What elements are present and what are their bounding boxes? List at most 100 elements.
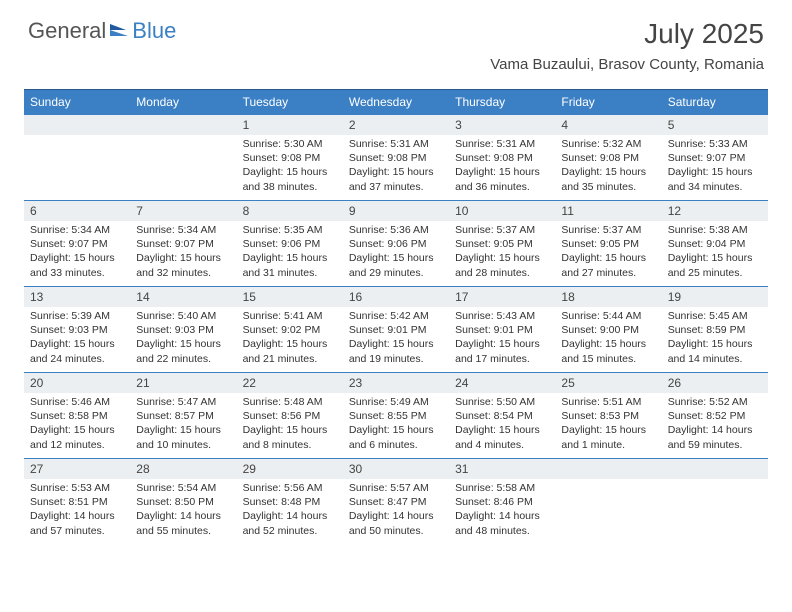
day-cell: 13Sunrise: 5:39 AMSunset: 9:03 PMDayligh… xyxy=(24,287,130,373)
day-number: 10 xyxy=(449,201,555,221)
day-cell: 26Sunrise: 5:52 AMSunset: 8:52 PMDayligh… xyxy=(662,373,768,459)
day-number: 20 xyxy=(24,373,130,393)
day-cell: 24Sunrise: 5:50 AMSunset: 8:54 PMDayligh… xyxy=(449,373,555,459)
day-number: 15 xyxy=(237,287,343,307)
weekday-header: Saturday xyxy=(662,90,768,115)
day-number: 4 xyxy=(555,115,661,135)
day-cell: 9Sunrise: 5:36 AMSunset: 9:06 PMDaylight… xyxy=(343,201,449,287)
day-number: 13 xyxy=(24,287,130,307)
day-cell: 4Sunrise: 5:32 AMSunset: 9:08 PMDaylight… xyxy=(555,115,661,201)
day-body: Sunrise: 5:51 AMSunset: 8:53 PMDaylight:… xyxy=(555,393,661,458)
day-number: 1 xyxy=(237,115,343,135)
day-cell: 19Sunrise: 5:45 AMSunset: 8:59 PMDayligh… xyxy=(662,287,768,373)
day-body: Sunrise: 5:30 AMSunset: 9:08 PMDaylight:… xyxy=(237,135,343,200)
day-cell: 10Sunrise: 5:37 AMSunset: 9:05 PMDayligh… xyxy=(449,201,555,287)
day-body: Sunrise: 5:42 AMSunset: 9:01 PMDaylight:… xyxy=(343,307,449,372)
logo: General Blue xyxy=(28,18,176,44)
day-body: Sunrise: 5:56 AMSunset: 8:48 PMDaylight:… xyxy=(237,479,343,544)
day-cell xyxy=(555,459,661,545)
weekday-header: Sunday xyxy=(24,90,130,115)
day-body: Sunrise: 5:43 AMSunset: 9:01 PMDaylight:… xyxy=(449,307,555,372)
empty-daynum xyxy=(662,459,768,479)
day-body: Sunrise: 5:37 AMSunset: 9:05 PMDaylight:… xyxy=(449,221,555,286)
calendar-table: SundayMondayTuesdayWednesdayThursdayFrid… xyxy=(24,89,768,545)
day-cell: 15Sunrise: 5:41 AMSunset: 9:02 PMDayligh… xyxy=(237,287,343,373)
day-number: 16 xyxy=(343,287,449,307)
day-cell: 20Sunrise: 5:46 AMSunset: 8:58 PMDayligh… xyxy=(24,373,130,459)
day-body: Sunrise: 5:58 AMSunset: 8:46 PMDaylight:… xyxy=(449,479,555,544)
day-number: 27 xyxy=(24,459,130,479)
day-body: Sunrise: 5:57 AMSunset: 8:47 PMDaylight:… xyxy=(343,479,449,544)
day-body: Sunrise: 5:40 AMSunset: 9:03 PMDaylight:… xyxy=(130,307,236,372)
day-number: 8 xyxy=(237,201,343,221)
day-body: Sunrise: 5:54 AMSunset: 8:50 PMDaylight:… xyxy=(130,479,236,544)
day-number: 25 xyxy=(555,373,661,393)
day-number: 14 xyxy=(130,287,236,307)
location: Vama Buzaului, Brasov County, Romania xyxy=(490,56,764,73)
day-cell: 30Sunrise: 5:57 AMSunset: 8:47 PMDayligh… xyxy=(343,459,449,545)
day-number: 24 xyxy=(449,373,555,393)
day-cell: 7Sunrise: 5:34 AMSunset: 9:07 PMDaylight… xyxy=(130,201,236,287)
logo-text-blue: Blue xyxy=(132,18,176,44)
day-body: Sunrise: 5:46 AMSunset: 8:58 PMDaylight:… xyxy=(24,393,130,458)
week-row: 27Sunrise: 5:53 AMSunset: 8:51 PMDayligh… xyxy=(24,459,768,545)
day-body: Sunrise: 5:48 AMSunset: 8:56 PMDaylight:… xyxy=(237,393,343,458)
day-number: 19 xyxy=(662,287,768,307)
day-cell: 29Sunrise: 5:56 AMSunset: 8:48 PMDayligh… xyxy=(237,459,343,545)
day-body: Sunrise: 5:47 AMSunset: 8:57 PMDaylight:… xyxy=(130,393,236,458)
week-row: 1Sunrise: 5:30 AMSunset: 9:08 PMDaylight… xyxy=(24,115,768,201)
day-number: 7 xyxy=(130,201,236,221)
day-cell: 5Sunrise: 5:33 AMSunset: 9:07 PMDaylight… xyxy=(662,115,768,201)
logo-flag-icon xyxy=(108,22,130,40)
day-number: 5 xyxy=(662,115,768,135)
day-body: Sunrise: 5:33 AMSunset: 9:07 PMDaylight:… xyxy=(662,135,768,200)
empty-daynum xyxy=(555,459,661,479)
day-body: Sunrise: 5:36 AMSunset: 9:06 PMDaylight:… xyxy=(343,221,449,286)
day-number: 2 xyxy=(343,115,449,135)
day-body: Sunrise: 5:34 AMSunset: 9:07 PMDaylight:… xyxy=(130,221,236,286)
day-body: Sunrise: 5:31 AMSunset: 9:08 PMDaylight:… xyxy=(343,135,449,200)
day-number: 12 xyxy=(662,201,768,221)
day-number: 3 xyxy=(449,115,555,135)
day-number: 22 xyxy=(237,373,343,393)
day-number: 31 xyxy=(449,459,555,479)
day-cell: 2Sunrise: 5:31 AMSunset: 9:08 PMDaylight… xyxy=(343,115,449,201)
week-row: 6Sunrise: 5:34 AMSunset: 9:07 PMDaylight… xyxy=(24,201,768,287)
day-body: Sunrise: 5:31 AMSunset: 9:08 PMDaylight:… xyxy=(449,135,555,200)
weekday-header-row: SundayMondayTuesdayWednesdayThursdayFrid… xyxy=(24,90,768,115)
empty-daynum xyxy=(130,115,236,135)
day-body: Sunrise: 5:44 AMSunset: 9:00 PMDaylight:… xyxy=(555,307,661,372)
weekday-header: Friday xyxy=(555,90,661,115)
day-cell: 28Sunrise: 5:54 AMSunset: 8:50 PMDayligh… xyxy=(130,459,236,545)
day-cell: 18Sunrise: 5:44 AMSunset: 9:00 PMDayligh… xyxy=(555,287,661,373)
day-cell: 3Sunrise: 5:31 AMSunset: 9:08 PMDaylight… xyxy=(449,115,555,201)
day-body: Sunrise: 5:35 AMSunset: 9:06 PMDaylight:… xyxy=(237,221,343,286)
day-number: 11 xyxy=(555,201,661,221)
day-body: Sunrise: 5:41 AMSunset: 9:02 PMDaylight:… xyxy=(237,307,343,372)
day-body: Sunrise: 5:38 AMSunset: 9:04 PMDaylight:… xyxy=(662,221,768,286)
day-cell xyxy=(24,115,130,201)
title-block: July 2025 Vama Buzaului, Brasov County, … xyxy=(490,18,764,73)
day-cell: 6Sunrise: 5:34 AMSunset: 9:07 PMDaylight… xyxy=(24,201,130,287)
day-cell xyxy=(662,459,768,545)
day-body: Sunrise: 5:45 AMSunset: 8:59 PMDaylight:… xyxy=(662,307,768,372)
day-body: Sunrise: 5:50 AMSunset: 8:54 PMDaylight:… xyxy=(449,393,555,458)
weekday-header: Wednesday xyxy=(343,90,449,115)
day-cell: 12Sunrise: 5:38 AMSunset: 9:04 PMDayligh… xyxy=(662,201,768,287)
day-cell xyxy=(130,115,236,201)
week-row: 13Sunrise: 5:39 AMSunset: 9:03 PMDayligh… xyxy=(24,287,768,373)
day-body: Sunrise: 5:53 AMSunset: 8:51 PMDaylight:… xyxy=(24,479,130,544)
day-body: Sunrise: 5:39 AMSunset: 9:03 PMDaylight:… xyxy=(24,307,130,372)
day-number: 17 xyxy=(449,287,555,307)
week-row: 20Sunrise: 5:46 AMSunset: 8:58 PMDayligh… xyxy=(24,373,768,459)
empty-daynum xyxy=(24,115,130,135)
day-body: Sunrise: 5:37 AMSunset: 9:05 PMDaylight:… xyxy=(555,221,661,286)
day-number: 6 xyxy=(24,201,130,221)
logo-text-general: General xyxy=(28,18,106,44)
day-body: Sunrise: 5:32 AMSunset: 9:08 PMDaylight:… xyxy=(555,135,661,200)
day-body: Sunrise: 5:52 AMSunset: 8:52 PMDaylight:… xyxy=(662,393,768,458)
day-cell: 11Sunrise: 5:37 AMSunset: 9:05 PMDayligh… xyxy=(555,201,661,287)
weekday-header: Thursday xyxy=(449,90,555,115)
day-number: 21 xyxy=(130,373,236,393)
day-cell: 16Sunrise: 5:42 AMSunset: 9:01 PMDayligh… xyxy=(343,287,449,373)
